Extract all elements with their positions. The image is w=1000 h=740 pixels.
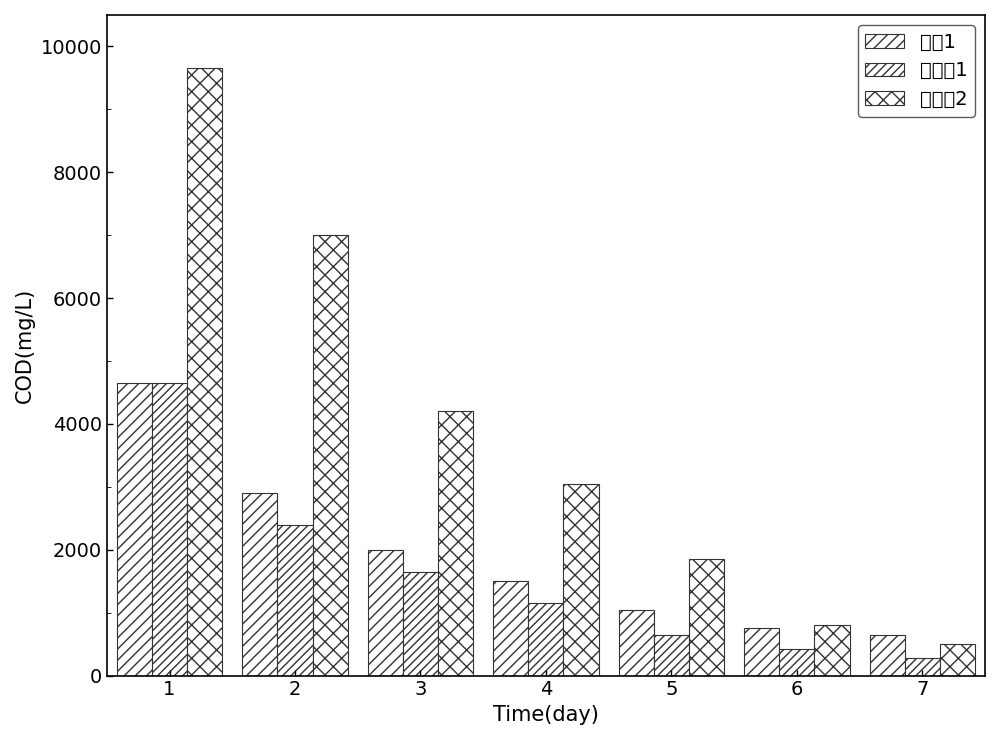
- X-axis label: Time(day): Time(day): [493, 705, 599, 725]
- Bar: [744, 628, 779, 676]
- Bar: [689, 559, 724, 676]
- Bar: [187, 69, 222, 676]
- Bar: [779, 648, 814, 676]
- Legend: 对比1, 实施例1, 实施例2: 对比1, 实施例1, 实施例2: [858, 24, 975, 117]
- Bar: [242, 493, 277, 676]
- Bar: [940, 644, 975, 676]
- Bar: [563, 484, 599, 676]
- Bar: [619, 610, 654, 676]
- Bar: [870, 635, 905, 676]
- Bar: [438, 411, 473, 676]
- Y-axis label: COD(mg/L): COD(mg/L): [15, 288, 35, 403]
- Bar: [528, 603, 563, 676]
- Bar: [152, 383, 187, 676]
- Bar: [368, 550, 403, 676]
- Bar: [905, 658, 940, 676]
- Bar: [117, 383, 152, 676]
- Bar: [313, 235, 348, 676]
- Bar: [814, 625, 850, 676]
- Bar: [277, 525, 313, 676]
- Bar: [403, 572, 438, 676]
- Bar: [654, 635, 689, 676]
- Bar: [493, 581, 528, 676]
